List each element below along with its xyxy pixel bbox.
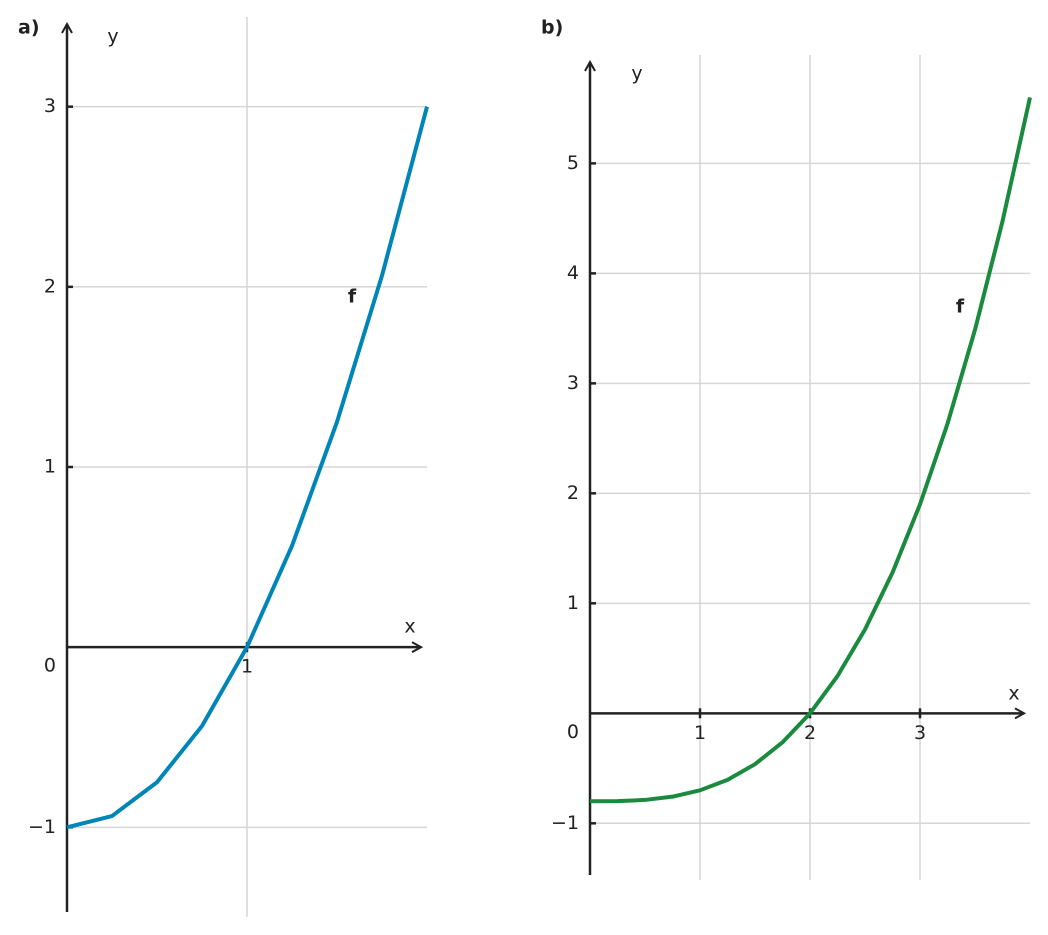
y-tick-label: 5 xyxy=(567,152,579,174)
y-tick-label: 0 xyxy=(44,655,56,677)
panel-label: a) xyxy=(18,17,40,39)
y-axis-label: y xyxy=(631,63,642,85)
x-tick-label: 1 xyxy=(694,722,706,744)
y-axis-label: y xyxy=(107,26,118,48)
x-axis-label: x xyxy=(404,616,415,638)
y-tick-label: 2 xyxy=(44,275,56,297)
x-axis-label: x xyxy=(1008,683,1019,705)
y-tick-label: 2 xyxy=(567,482,579,504)
curve-label: f xyxy=(956,296,965,318)
x-tick-label: 1 xyxy=(241,656,253,678)
y-tick-label: 0 xyxy=(567,721,579,743)
curve xyxy=(66,106,429,830)
x-tick-label: 2 xyxy=(804,722,816,744)
x-tick-label: 3 xyxy=(914,722,926,744)
y-tick-label: 1 xyxy=(44,456,56,478)
y-tick-label: 3 xyxy=(44,95,56,117)
panel-label: b) xyxy=(541,17,563,39)
y-tick-label: −1 xyxy=(551,812,579,834)
curve-label: f xyxy=(348,286,357,308)
y-tick-label: 3 xyxy=(567,372,579,394)
y-tick-label: 1 xyxy=(567,592,579,614)
y-tick-label: 4 xyxy=(567,262,579,284)
y-tick-label: −1 xyxy=(28,816,56,838)
curve xyxy=(589,96,1032,804)
